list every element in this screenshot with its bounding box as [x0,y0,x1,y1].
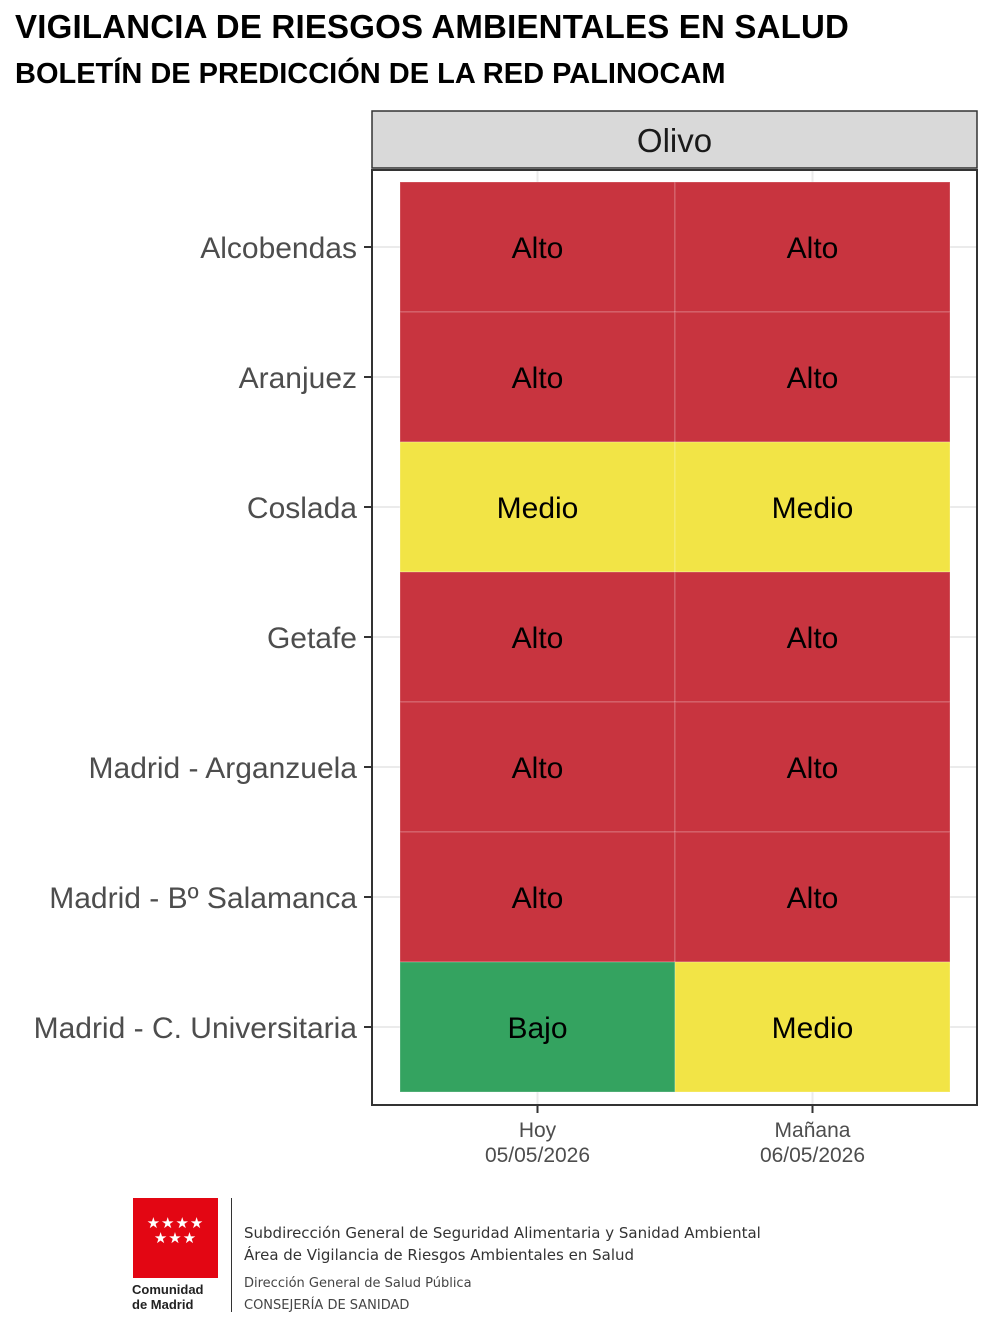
logo-text: Comunidad de Madrid [132,1282,204,1312]
cell-label: Alto [787,752,839,785]
heatmap-cell [399,571,676,703]
cell-label: Medio [772,1012,854,1045]
cell-label: Alto [512,882,564,915]
heatmap-cell [399,181,676,313]
footer-divider [231,1198,232,1312]
heatmap-cell [674,701,951,833]
cell-label: Alto [512,752,564,785]
page-subtitle: BOLETÍN DE PREDICCIÓN DE LA RED PALINOCA… [15,58,726,90]
heatmap-cell [399,701,676,833]
cell-label: Medio [497,492,579,525]
page-title: VIGILANCIA DE RIESGOS AMBIENTALES EN SAL… [15,8,850,45]
cell-label: Bajo [507,1012,567,1045]
cell-label: Alto [512,622,564,655]
x-tick-date: 06/05/2026 [760,1144,865,1167]
heatmap-cell [399,311,676,443]
footer-line-4: CONSEJERÍA DE SANIDAD [244,1298,410,1313]
heatmap-cell [674,831,951,963]
heatmap-cell [674,311,951,443]
heatmap-chart: Olivo Alto Alto Alto Alto Medio Medio Alto Alto A… [34,110,978,1167]
cell-label: Alto [787,232,839,265]
y-tick-label: Madrid - Bº Salamanca [49,882,357,915]
footer-line-1: Subdirección General de Seguridad Alimen… [244,1224,761,1242]
heatmap-cell [674,961,951,1093]
stars-icon: ★★★★ ★★★ [146,1215,205,1247]
heatmap-cell [674,571,951,703]
heatmap-cell [674,441,951,573]
heatmap-cell [399,961,676,1093]
footer-line-3: Dirección General de Salud Pública [244,1276,472,1291]
cell-label: Medio [772,492,854,525]
cell-label: Alto [787,622,839,655]
y-tick-label: Madrid - Arganzuela [89,752,358,785]
logo-line-2: de Madrid [132,1297,194,1312]
heatmap-cell [674,181,951,313]
cell-label: Alto [787,362,839,395]
y-tick-label: Coslada [247,492,357,525]
cell-label: Alto [512,232,564,265]
cell-label: Alto [512,362,564,395]
y-tick-label: Aranjuez [239,362,357,395]
footer: ★★★★ ★★★ Comunidad de Madrid Subdirección… [130,1196,850,1316]
facet-label: Olivo [637,122,712,159]
comunidad-madrid-logo: ★★★★ ★★★ [133,1198,218,1278]
footer-line-2: Área de Vigilancia de Riesgos Ambientale… [244,1246,635,1264]
y-tick-label: Getafe [267,622,357,655]
x-tick-date: 05/05/2026 [485,1144,590,1167]
logo-line-1: Comunidad [132,1282,204,1297]
heatmap-cell [399,441,676,573]
heatmap-cell [399,831,676,963]
x-tick-label: Mañana [775,1119,851,1142]
y-tick-label: Alcobendas [200,232,357,265]
x-tick-label: Hoy [519,1119,557,1142]
y-tick-label: Madrid - C. Universitaria [34,1012,358,1045]
cell-label: Alto [787,882,839,915]
facet-strip [371,110,978,169]
